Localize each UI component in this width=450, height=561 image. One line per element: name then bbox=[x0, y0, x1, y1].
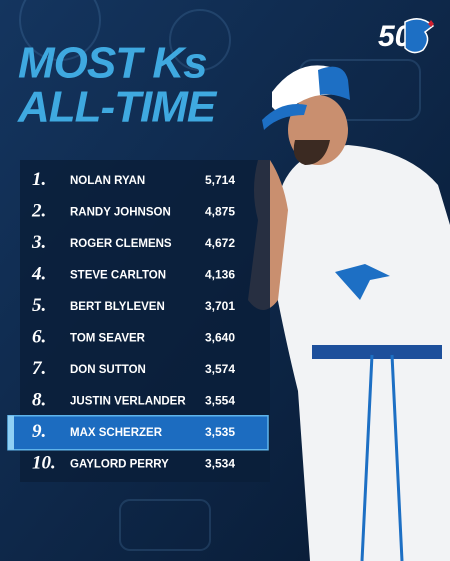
strikeouts: 3,535 bbox=[205, 425, 235, 439]
strikeouts: 3,554 bbox=[205, 393, 235, 407]
player-name: BERT BLYLEVEN bbox=[70, 301, 165, 313]
strikeouts: 3,640 bbox=[205, 330, 235, 344]
player-name: MAX SCHERZER bbox=[70, 427, 163, 439]
rank: 1. bbox=[32, 169, 46, 190]
rank: 3. bbox=[31, 232, 46, 253]
player-name: STEVE CARLTON bbox=[70, 269, 166, 281]
rank: 4. bbox=[31, 264, 46, 285]
title-line: ALL-TIME bbox=[17, 83, 218, 132]
player-name: ROGER CLEMENS bbox=[70, 238, 172, 250]
rank: 10. bbox=[32, 453, 56, 474]
rank: 7. bbox=[32, 358, 46, 379]
player-name: NOLAN RYAN bbox=[70, 175, 145, 187]
strikeouts: 3,701 bbox=[205, 299, 235, 313]
strikeouts: 3,574 bbox=[205, 362, 235, 376]
player-name: DON SUTTON bbox=[70, 364, 146, 376]
cap-brim bbox=[262, 104, 307, 130]
cap-panel bbox=[318, 66, 350, 100]
player-name: TOM SEAVER bbox=[70, 332, 146, 344]
rank: 2. bbox=[31, 201, 46, 222]
logo-leaf bbox=[428, 20, 434, 27]
title-line: MOST Ks bbox=[18, 39, 207, 88]
strikeouts: 4,875 bbox=[205, 204, 235, 218]
rank: 9. bbox=[32, 421, 46, 442]
rank: 5. bbox=[32, 295, 46, 316]
jersey-logo bbox=[335, 264, 390, 300]
rank: 8. bbox=[32, 390, 46, 411]
player-name: JUSTIN VERLANDER bbox=[70, 395, 186, 407]
player-name: GAYLORD PERRY bbox=[70, 458, 169, 470]
pant-stripes bbox=[360, 354, 404, 561]
logo: 50 bbox=[378, 18, 435, 54]
strikeouts: 4,672 bbox=[205, 236, 235, 250]
strikeouts: 3,534 bbox=[205, 456, 235, 470]
strikeouts: 4,136 bbox=[205, 267, 235, 281]
strikeouts: 5,714 bbox=[205, 173, 235, 187]
logo-bird bbox=[404, 18, 435, 54]
table: 1. NOLAN RYAN 5,714 2. RANDY JOHNSON 4,875 3. R… bbox=[7, 169, 269, 474]
highlight-bar bbox=[8, 415, 14, 450]
rank: 6. bbox=[32, 327, 46, 348]
belt bbox=[312, 345, 442, 359]
beard bbox=[293, 140, 330, 165]
player-name: RANDY JOHNSON bbox=[70, 206, 171, 218]
highlight-row bbox=[7, 415, 269, 451]
